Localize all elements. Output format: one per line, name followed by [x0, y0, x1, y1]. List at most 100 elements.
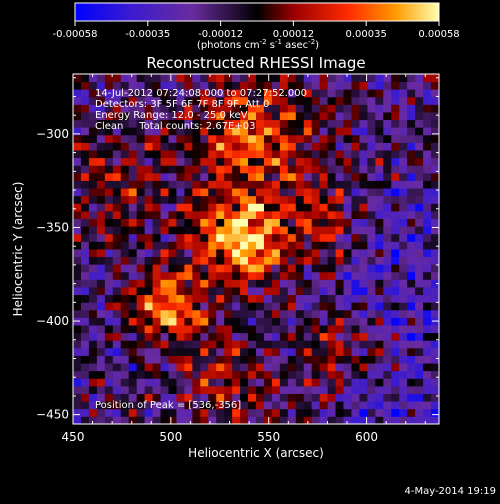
- heatmap-cell: [375, 180, 384, 189]
- heatmap-cell: [279, 294, 289, 303]
- heatmap-cell: [399, 355, 408, 364]
- heatmap-cell: [216, 210, 225, 219]
- heatmap-cell: [224, 89, 233, 98]
- heatmap-cell: [391, 416, 400, 425]
- heatmap-cell: [351, 393, 360, 402]
- heatmap-cell: [375, 393, 384, 402]
- heatmap-cell: [303, 317, 313, 326]
- heatmap-cell: [287, 134, 297, 143]
- heatmap-cell: [367, 256, 376, 265]
- heatmap-cell: [327, 226, 336, 235]
- heatmap-cell: [327, 81, 336, 90]
- heatmap-cell: [176, 74, 185, 83]
- heatmap-cell: [287, 317, 297, 326]
- heatmap-cell: [200, 226, 209, 235]
- heatmap-cell: [128, 401, 138, 410]
- heatmap-cell: [80, 89, 90, 98]
- heatmap-cell: [327, 172, 336, 181]
- heatmap-cell: [136, 249, 146, 258]
- heatmap-cell: [240, 89, 249, 98]
- heatmap-cell: [136, 218, 146, 227]
- heatmap-cell: [224, 203, 233, 212]
- heatmap-cell: [160, 416, 169, 425]
- heatmap-cell: [359, 210, 368, 219]
- heatmap-cell: [295, 408, 305, 417]
- heatmap-cell: [128, 241, 138, 250]
- heatmap-cell: [104, 180, 114, 189]
- heatmap-cell: [80, 393, 90, 402]
- heatmap-cell: [391, 355, 400, 364]
- heatmap-cell: [88, 188, 98, 197]
- heatmap-cell: [343, 401, 352, 410]
- heatmap-cell: [168, 393, 177, 402]
- heatmap-cell: [128, 264, 138, 273]
- heatmap-cell: [383, 317, 392, 326]
- heatmap-cell: [271, 317, 281, 326]
- heatmap-cell: [383, 287, 392, 296]
- heatmap-cell: [367, 74, 376, 83]
- heatmap-cell: [160, 340, 169, 349]
- heatmap-cell: [343, 385, 352, 394]
- heatmap-cell: [96, 256, 106, 265]
- heatmap-cell: [184, 127, 193, 136]
- heatmap-cell: [383, 195, 392, 204]
- heatmap-cell: [96, 340, 106, 349]
- heatmap-cell: [311, 150, 321, 159]
- heatmap-cell: [144, 104, 153, 113]
- heatmap-cell: [327, 416, 336, 425]
- heatmap-cell: [423, 127, 432, 136]
- heatmap-cell: [232, 340, 241, 349]
- heatmap-cell: [168, 157, 177, 166]
- heatmap-cell: [248, 188, 257, 197]
- heatmap-cell: [271, 233, 281, 242]
- heatmap-cell: [176, 218, 185, 227]
- heatmap-cell: [423, 408, 432, 417]
- heatmap-cell: [176, 393, 185, 402]
- heatmap-cell: [224, 401, 233, 410]
- heatmap-cell: [224, 355, 233, 364]
- heatmap-cell: [192, 401, 201, 410]
- heatmap-cell: [263, 271, 273, 280]
- heatmap-cell: [144, 134, 153, 143]
- heatmap-cell: [104, 309, 114, 318]
- heatmap-cell: [144, 112, 153, 121]
- heatmap-cell: [343, 355, 352, 364]
- heatmap-cell: [256, 393, 265, 402]
- heatmap-cell: [184, 408, 193, 417]
- heatmap-cell: [343, 256, 352, 265]
- heatmap-cell: [144, 165, 153, 174]
- heatmap-cell: [160, 317, 169, 326]
- heatmap-cell: [327, 134, 336, 143]
- heatmap-cell: [367, 309, 376, 318]
- heatmap-cell: [184, 317, 193, 326]
- heatmap-cell: [136, 302, 146, 311]
- heatmap-cell: [152, 96, 161, 105]
- heatmap-cell: [359, 81, 368, 90]
- heatmap-cell: [415, 294, 424, 303]
- heatmap-cell: [271, 325, 281, 334]
- heatmap-cell: [216, 119, 225, 128]
- heatmap-cell: [351, 241, 360, 250]
- heatmap-cell: [391, 195, 400, 204]
- heatmap-cell: [271, 241, 281, 250]
- heatmap-cell: [303, 378, 313, 387]
- heatmap-cell: [152, 165, 161, 174]
- heatmap-cell: [407, 378, 416, 387]
- heatmap-cell: [88, 347, 98, 356]
- heatmap-cell: [287, 332, 297, 341]
- heatmap-cell: [120, 370, 130, 379]
- heatmap-cell: [391, 233, 400, 242]
- heatmap-cell: [168, 134, 177, 143]
- peak-position-label: Position of Peak = [536,-356]: [95, 400, 241, 411]
- heatmap-cell: [407, 256, 416, 265]
- heatmap-cell: [128, 142, 138, 151]
- heatmap-cell: [200, 249, 209, 258]
- heatmap-cell: [248, 89, 257, 98]
- heatmap-cell: [208, 112, 217, 121]
- heatmap-cell: [391, 172, 400, 181]
- heatmap-cell: [208, 378, 217, 387]
- heatmap-cell: [73, 408, 82, 417]
- heatmap-cell: [160, 96, 169, 105]
- heatmap-cell: [431, 363, 440, 372]
- heatmap-cell: [160, 256, 169, 265]
